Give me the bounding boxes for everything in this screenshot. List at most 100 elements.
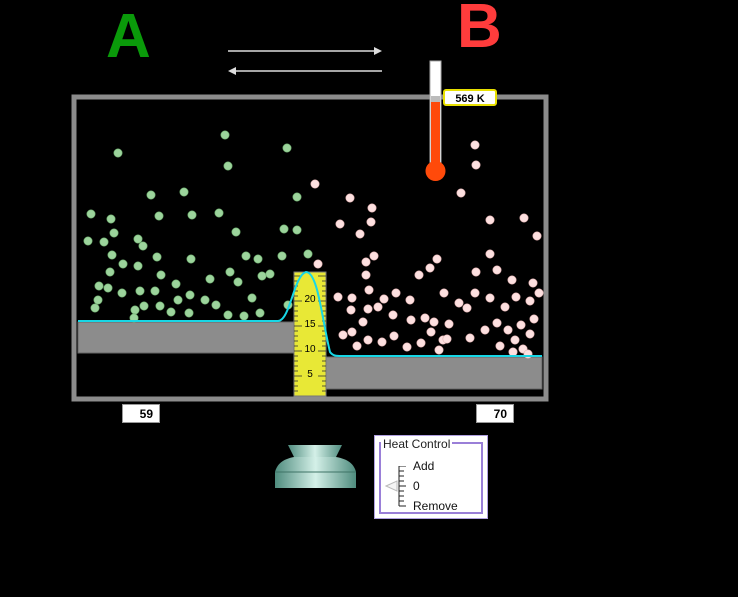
ruler: 20 15 10 5 (293, 271, 327, 397)
particle (519, 213, 529, 223)
particle (454, 298, 464, 308)
particle (426, 327, 436, 337)
particle (511, 292, 521, 302)
particle (528, 278, 538, 288)
particle (391, 288, 401, 298)
particle (480, 325, 490, 335)
particle (173, 295, 183, 305)
floor-right (325, 356, 543, 390)
particle (133, 234, 143, 244)
particle (507, 275, 517, 285)
particle (106, 214, 116, 224)
particle (361, 270, 371, 280)
temperature-readout: 569 K (443, 89, 497, 106)
particle (364, 285, 374, 295)
particle (93, 295, 103, 305)
particle (117, 288, 127, 298)
particle (333, 292, 343, 302)
particle (185, 290, 195, 300)
particle (179, 187, 189, 197)
particle (166, 307, 176, 317)
particle (86, 209, 96, 219)
particle (184, 308, 194, 318)
ruler-label-15: 15 (304, 319, 316, 330)
particle (367, 203, 377, 213)
particle (231, 227, 241, 237)
particle (171, 279, 181, 289)
equilibrium-arrows (228, 47, 382, 75)
particle (187, 210, 197, 220)
particle (508, 347, 518, 357)
particles-a (83, 130, 313, 323)
particle (402, 342, 412, 352)
particle (363, 335, 373, 345)
particle (239, 311, 249, 321)
particle (83, 236, 93, 246)
particle (416, 338, 426, 348)
particle (156, 270, 166, 280)
particle (313, 259, 323, 269)
particle (241, 251, 251, 261)
heat-remove-option[interactable]: Remove (413, 499, 458, 513)
particle (282, 143, 292, 153)
particle (118, 259, 128, 269)
particle (470, 140, 480, 150)
particle (90, 303, 100, 313)
particle (150, 286, 160, 296)
particle (214, 208, 224, 218)
particle (303, 249, 313, 259)
heat-zero-option[interactable]: 0 (413, 479, 420, 493)
particle (388, 310, 398, 320)
particle (456, 188, 466, 198)
particle (255, 308, 265, 318)
particle (432, 254, 442, 264)
particle (292, 192, 302, 202)
particle (373, 302, 383, 312)
heat-add-option[interactable]: Add (413, 459, 435, 473)
particle (94, 281, 104, 291)
particle (485, 293, 495, 303)
particle (503, 325, 513, 335)
particle (138, 241, 148, 251)
particle (429, 317, 439, 327)
thermometer-mercury (431, 102, 440, 168)
particle (444, 319, 454, 329)
particle (99, 237, 109, 247)
particle (346, 305, 356, 315)
particle (492, 265, 502, 275)
particle (139, 301, 149, 311)
particle (361, 257, 371, 267)
heat-slider[interactable] (385, 466, 407, 508)
heat-control-panel: Heat Control Add 0 Remove (374, 435, 488, 519)
particle (405, 295, 415, 305)
particle (335, 219, 345, 229)
particle (223, 310, 233, 320)
particle (534, 288, 544, 298)
particle (200, 295, 210, 305)
ruler-label-5: 5 (307, 369, 313, 380)
count-b: 70 (476, 404, 514, 423)
particle (369, 251, 379, 261)
particle (247, 293, 257, 303)
particle (105, 267, 115, 277)
particle (225, 267, 235, 277)
particle (292, 225, 302, 235)
particle (279, 224, 289, 234)
particle (186, 254, 196, 264)
right-arrow-icon (228, 47, 382, 55)
particle (107, 250, 117, 260)
particle (532, 231, 542, 241)
particle (420, 313, 430, 323)
heat-control-title: Heat Control (381, 437, 453, 451)
particle (379, 294, 389, 304)
slider-thumb-icon[interactable] (385, 480, 398, 492)
particle (155, 301, 165, 311)
thermometer[interactable] (425, 60, 446, 181)
particle (211, 300, 221, 310)
particle (492, 318, 502, 328)
species-b-label: B (457, 0, 502, 61)
particle (345, 193, 355, 203)
particle (414, 270, 424, 280)
particle (500, 302, 510, 312)
particle (495, 341, 505, 351)
